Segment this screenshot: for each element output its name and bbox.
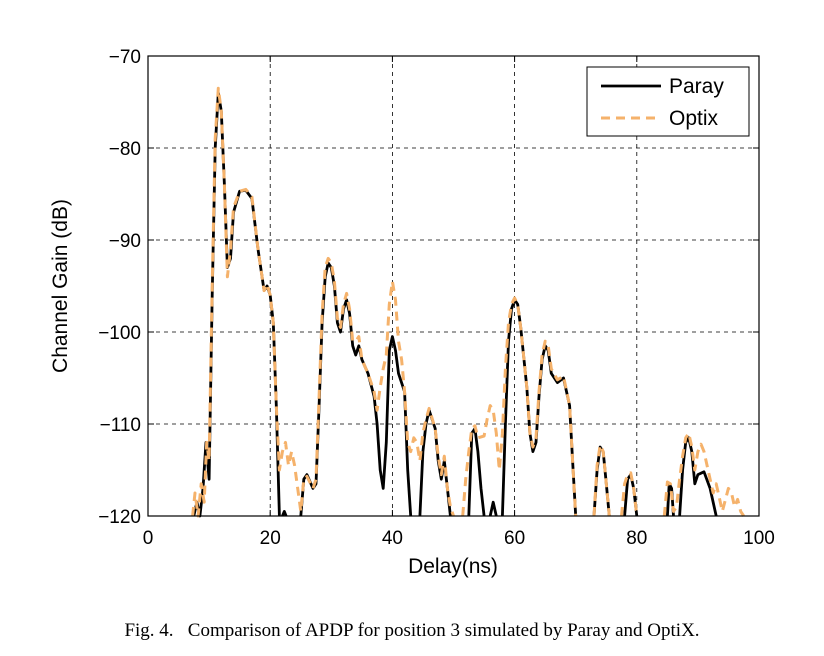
series-line-paray: [501, 298, 578, 517]
legend-label-optix: Optix: [669, 107, 719, 130]
y-tick-label: −70: [109, 47, 141, 68]
legend: Paray Optix: [586, 66, 750, 137]
series-line-paray: [281, 510, 288, 517]
tick-labels: 0 20 40 60 80 100 −120 −110 −100 −90 −80 −70: [98, 47, 775, 549]
x-tick-label: 80: [626, 528, 647, 549]
series-line-optix: [620, 471, 639, 517]
series-line-optix: [191, 86, 455, 518]
legend-box: [586, 66, 750, 137]
figure-caption: Fig. 4. Comparison of APDP for position …: [124, 620, 700, 641]
y-tick-label: −110: [100, 415, 141, 436]
y-tick-label: −100: [98, 323, 141, 344]
series-line-paray: [666, 482, 675, 517]
y-tick-label: −80: [109, 139, 141, 160]
apdp-chart: 0 20 40 60 80 100 −120 −110 −100 −90 −80 −70 Delay(…: [49, 47, 775, 578]
series-lines: [191, 86, 745, 518]
plot-frame: [147, 55, 760, 517]
series-line-paray: [488, 500, 498, 517]
x-tick-label: 0: [143, 528, 154, 549]
x-tick-label: 100: [743, 528, 775, 549]
y-tick-label: −120: [98, 507, 141, 528]
y-axis-label: Channel Gain (dB): [49, 199, 72, 373]
y-tick-label: −90: [109, 231, 141, 252]
series-line-paray: [467, 427, 486, 517]
series-line-optix: [461, 296, 578, 517]
grid-lines: [148, 56, 759, 516]
axis-ticks: [147, 55, 760, 517]
legend-label-paray: Paray: [669, 75, 724, 98]
x-tick-label: 40: [382, 528, 403, 549]
x-axis-label: Delay(ns): [408, 555, 498, 578]
x-tick-label: 20: [260, 528, 281, 549]
series-line-optix: [662, 431, 745, 517]
x-tick-label: 60: [504, 528, 525, 549]
